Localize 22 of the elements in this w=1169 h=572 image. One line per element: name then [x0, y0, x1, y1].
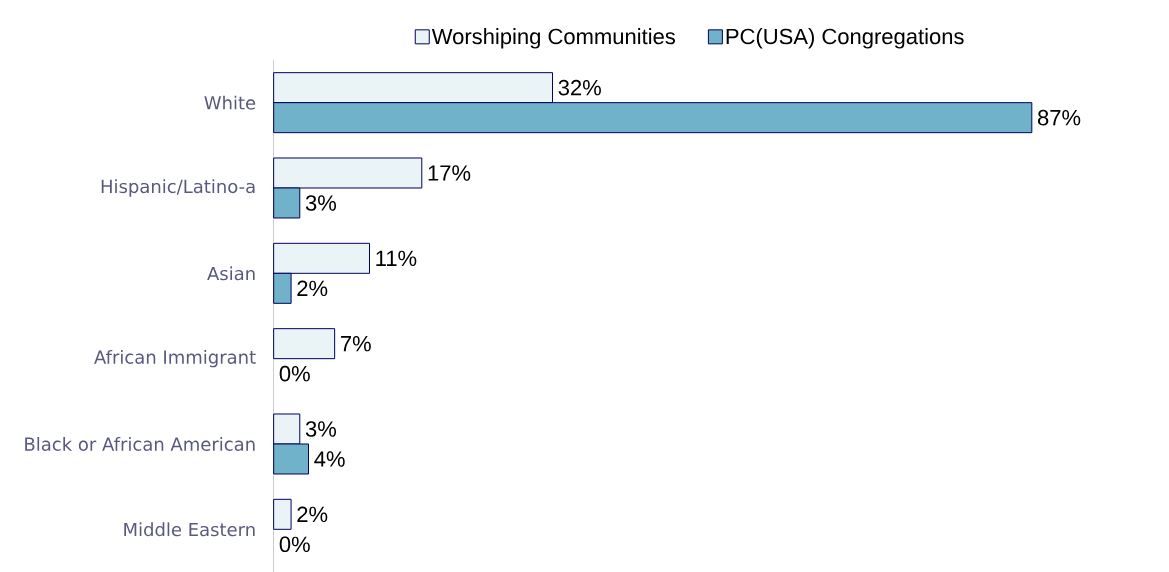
y-tick-label: African Immigrant: [94, 349, 256, 368]
y-tick-label: Middle Eastern: [124, 522, 255, 537]
bar: [273, 328, 336, 360]
data-label: 2%: [297, 506, 328, 523]
y-tick-label: White: [204, 95, 256, 110]
legend-label: Worshiping Communities: [431, 28, 676, 49]
data-label: 32%: [558, 79, 601, 96]
data-label: 87%: [1037, 109, 1081, 126]
data-label: 4%: [314, 451, 345, 467]
data-label: 3%: [305, 195, 336, 211]
data-label: 3%: [305, 421, 336, 437]
bar: [273, 498, 292, 530]
data-label: 11%: [376, 250, 417, 267]
data-label: 0%: [279, 536, 310, 553]
data-label: 17%: [428, 165, 471, 181]
y-tick-label: Hispanic/Latino-a: [101, 179, 255, 197]
data-label: 7%: [340, 335, 371, 352]
legend-label: PC(USA) Congregations: [726, 28, 964, 49]
y-tick-label: Asian: [207, 266, 255, 281]
data-label: 0%: [279, 365, 310, 382]
y-tick-label: Black or African American: [25, 437, 255, 451]
data-label: 2%: [297, 280, 328, 297]
